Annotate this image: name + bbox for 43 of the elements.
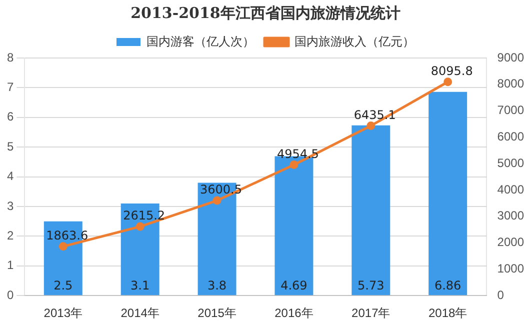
point	[136, 222, 144, 231]
data-label: 5.73	[358, 278, 384, 293]
chart-title: 2013-2018年江西省国内旅游情况统计	[130, 4, 402, 23]
data-label: 4.69	[280, 278, 308, 293]
y2-tick-label: 2000	[497, 235, 524, 250]
y2-tick-label: 3000	[497, 208, 524, 223]
x-tick-label: 2017年	[352, 306, 390, 320]
x-tick-label: 2018年	[428, 306, 468, 320]
data-label: 8095.8	[430, 64, 473, 78]
data-label: 2.5	[54, 278, 73, 293]
y-tick-label: 2	[6, 228, 14, 243]
y2-tick-label: 7000	[497, 103, 524, 118]
y2-tick-label: 9000	[497, 50, 524, 64]
y-tick-label: 0	[6, 288, 14, 302]
point	[212, 196, 222, 205]
y-tick-label: 1	[6, 258, 14, 272]
legend-label: 国内旅游收入（亿元）	[294, 34, 414, 48]
x-tick-label: 2013年	[44, 306, 82, 320]
y-tick-label: 4	[6, 169, 14, 184]
x-tick-label: 2016年	[274, 306, 314, 320]
y2-tick-label: 8000	[497, 76, 524, 91]
point	[290, 160, 298, 170]
data-label: 6.86	[434, 278, 462, 293]
data-label: 3.8	[207, 278, 227, 293]
data-label: 3.1	[130, 278, 150, 293]
x-tick-label: 2014年	[120, 306, 160, 320]
x-tick-label: 2015年	[198, 306, 236, 320]
y-tick-label: 8	[6, 50, 14, 64]
y-tick-label: 5	[6, 139, 14, 154]
y2-tick-label: 1000	[497, 262, 524, 276]
y2-tick-label: 6000	[497, 130, 524, 144]
legend-label: 国内游客（亿人次）	[146, 34, 254, 48]
y-tick-label: 3	[6, 198, 14, 213]
point	[58, 242, 68, 251]
y-tick-label: 6	[6, 110, 14, 124]
bar	[352, 125, 390, 296]
y2-tick-label: 0	[497, 288, 504, 302]
y2-tick-label: 5000	[497, 156, 524, 170]
point	[366, 121, 376, 130]
bar	[428, 92, 468, 296]
y-tick-label: 7	[6, 80, 14, 94]
point	[444, 78, 452, 86]
y2-tick-label: 4000	[497, 182, 524, 196]
